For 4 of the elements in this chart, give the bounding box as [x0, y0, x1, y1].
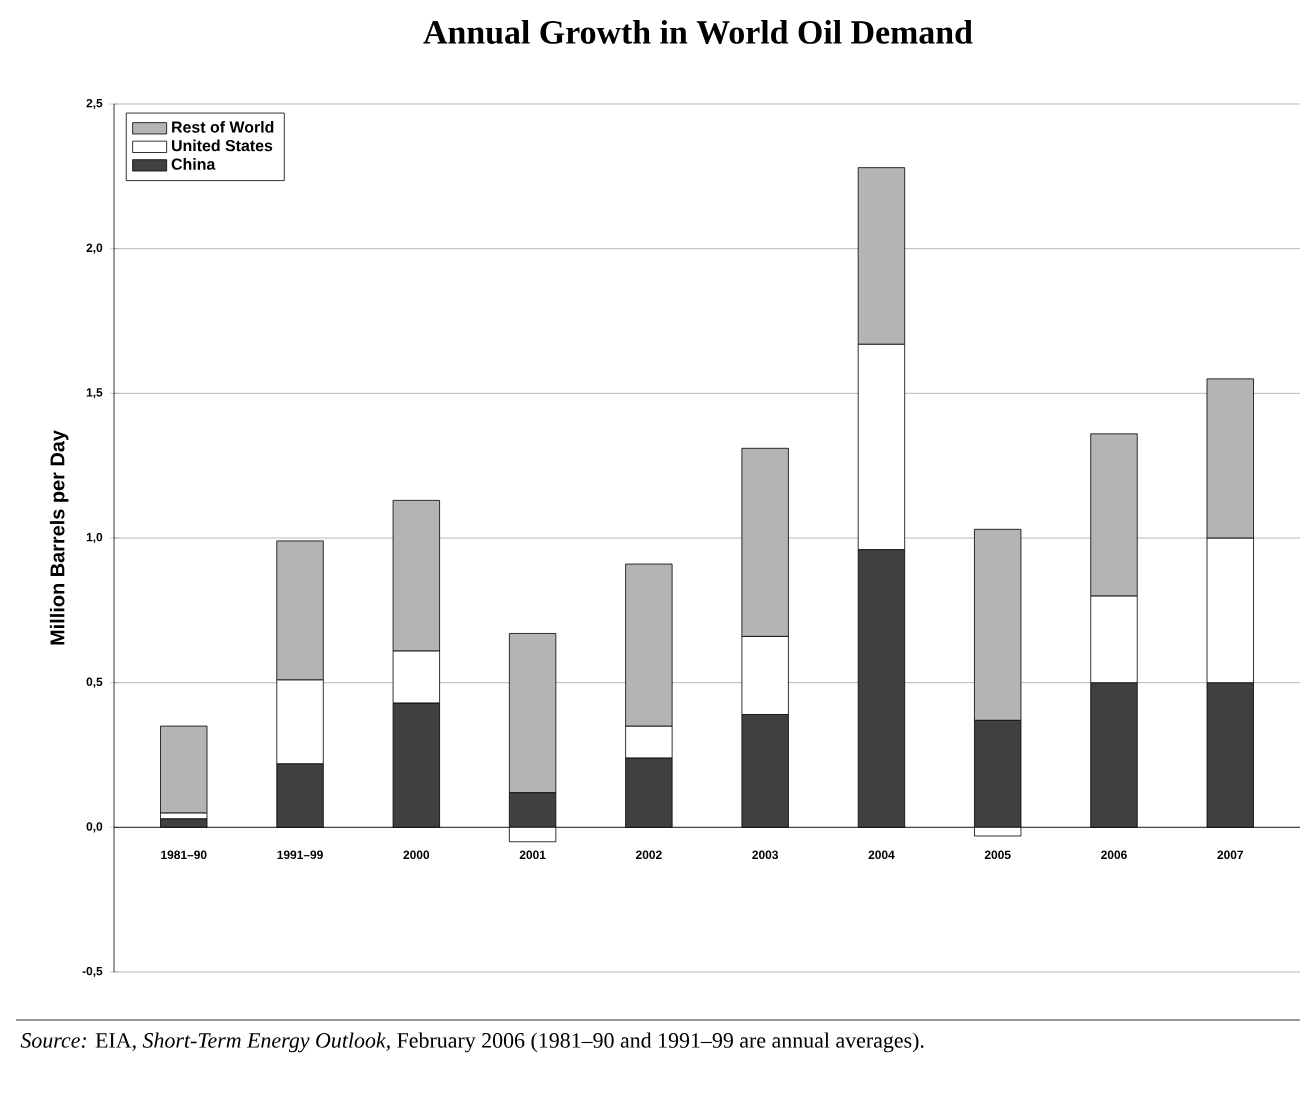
y-axis-title: Million Barrels per Day — [49, 430, 69, 645]
chart-title: Annual Growth in World Oil Demand — [423, 19, 973, 44]
bar — [160, 725, 208, 814]
text: Source: EIA, Short-Term Energy Outlook, February 2006 (1981–90 and 1991–99 are annual averages). — [20, 1032, 924, 1053]
